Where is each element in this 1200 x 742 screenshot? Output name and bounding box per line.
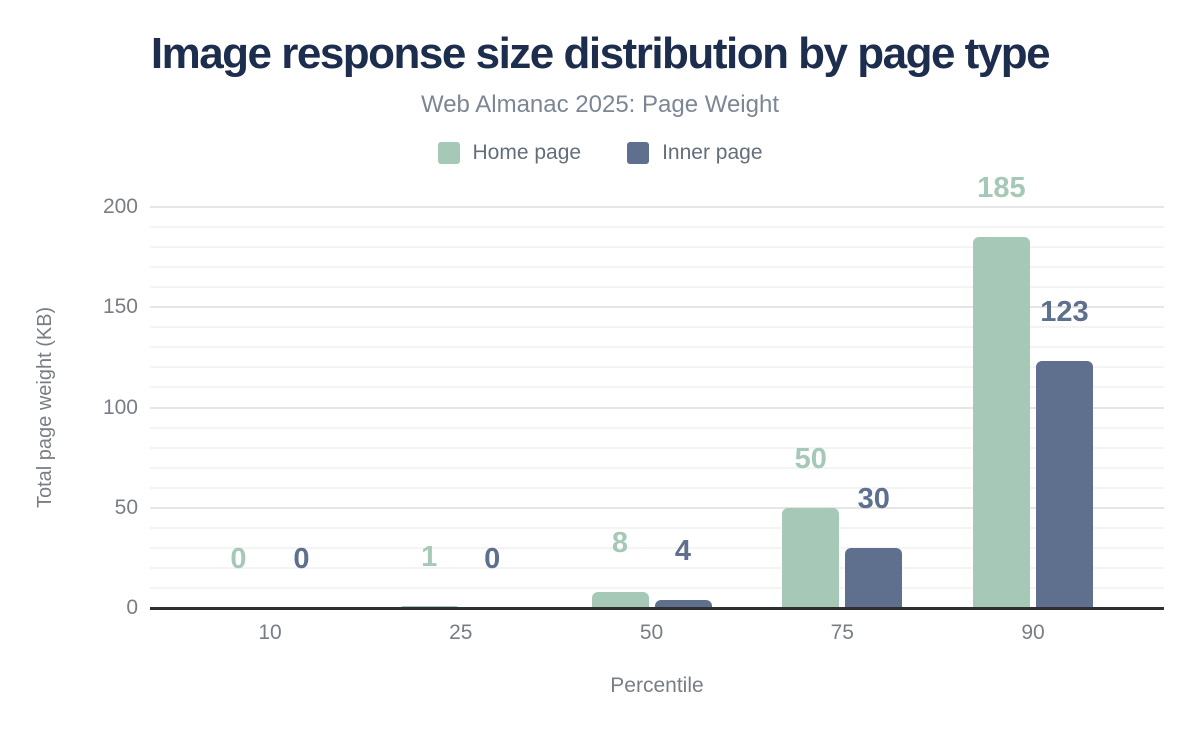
plot-area: 0 50 100 150 200 10 0 0 25 1 0 50 8 4 75 50 30 90 185 123: [103, 174, 1164, 644]
gridline-minor-120: [150, 366, 1164, 369]
gridline-minor-130: [150, 346, 1164, 349]
y-tick-label-0: 0: [126, 596, 138, 619]
gridline-minor-160: [150, 286, 1164, 289]
gridline-minor-30: [150, 546, 1164, 549]
bar-inner-page-p90: [1036, 361, 1093, 608]
y-tick-label-50: 50: [114, 495, 138, 519]
x-axis-title: Percentile: [610, 674, 704, 697]
gridline-minor-190: [150, 226, 1164, 229]
value-label-home-page-p25: 1: [421, 541, 438, 573]
chart-subtitle: Web Almanac 2025: Page Weight: [420, 91, 779, 118]
legend-item-inner-page: Inner page: [627, 141, 763, 165]
y-tick-label-150: 150: [102, 295, 138, 319]
x-tick-label-75: 75: [830, 621, 854, 644]
value-label-inner-page-p90: 123: [1040, 296, 1089, 329]
legend-label: Home page: [472, 141, 582, 164]
y-tick-label-100: 100: [102, 395, 138, 419]
value-label-home-page-p50: 8: [611, 526, 629, 559]
value-label-inner-page-p75: 30: [857, 482, 890, 515]
bar-inner-page-p50: [654, 599, 712, 608]
bar-home-page-p90: [973, 237, 1030, 608]
value-label-home-page-p10: 0: [230, 543, 247, 575]
gridline-minor-180: [150, 246, 1164, 249]
gridline-major-150: [150, 306, 1164, 309]
y-tick-label-200: 200: [102, 195, 138, 218]
gridline-major-200: [150, 206, 1164, 208]
legend-swatch-icon: [437, 142, 460, 164]
gridline-minor-140: [150, 326, 1164, 329]
legend-item-home-page: Home page: [437, 141, 582, 165]
gridline-minor-90: [150, 426, 1164, 429]
value-label-inner-page-p25: 0: [484, 543, 501, 575]
value-label-inner-page-p50: 4: [674, 534, 692, 567]
gridline-minor-70: [150, 466, 1164, 469]
x-tick-label-25: 25: [449, 621, 473, 644]
gridline-minor-10: [150, 586, 1164, 589]
bar-inner-page-p75: [845, 547, 903, 608]
x-tick-label-10: 10: [258, 621, 282, 644]
value-label-inner-page-p10: 0: [293, 543, 310, 575]
x-tick-label-50: 50: [639, 621, 664, 644]
bar-home-page-p75: [782, 507, 840, 608]
value-label-home-page-p90: 185: [977, 172, 1026, 205]
bar-home-page-p25: [400, 605, 458, 608]
gridline-major-100: [150, 406, 1164, 409]
chart-title: Image response size distribution by page…: [150, 29, 1051, 78]
gridline-minor-110: [150, 386, 1164, 389]
gridline-major-50: [150, 506, 1164, 509]
legend-label: Inner page: [662, 141, 763, 164]
gridline-minor-40: [150, 526, 1164, 529]
gridline-minor-60: [150, 486, 1164, 489]
bar-home-page-p50: [591, 591, 649, 608]
legend: Home page Inner page: [0, 141, 1200, 165]
value-label-home-page-p75: 50: [794, 442, 827, 475]
gridline-minor-170: [150, 266, 1164, 269]
x-tick-label-90: 90: [1021, 621, 1045, 644]
legend-swatch-icon: [627, 142, 650, 164]
gridline-minor-80: [150, 446, 1164, 449]
x-axis-line: [150, 607, 1164, 610]
gridline-minor-20: [150, 566, 1164, 569]
